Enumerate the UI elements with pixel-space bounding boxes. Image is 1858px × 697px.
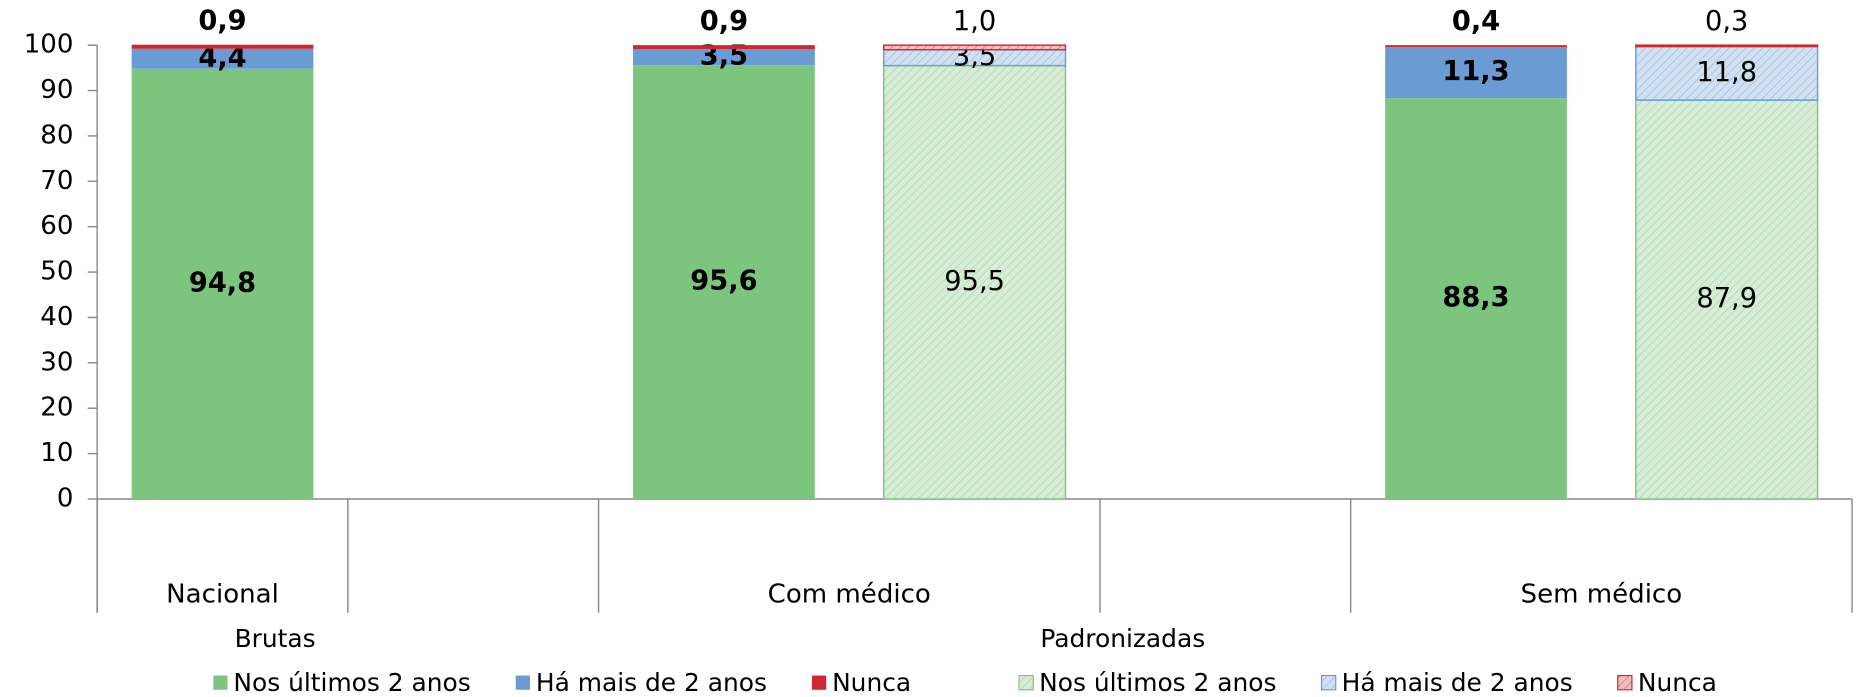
data-label: 1,0 <box>953 6 996 37</box>
legend-swatch <box>1018 674 1034 691</box>
bar-segment <box>131 48 314 69</box>
data-label: 0,4 <box>1452 6 1500 37</box>
legend-label: Nunca <box>832 668 911 697</box>
bar-segment <box>131 68 314 499</box>
bar-segment <box>633 49 815 66</box>
x-category-label: Sem médico <box>1521 579 1683 609</box>
legend-group-title: Padronizadas <box>1040 624 1205 653</box>
y-tick-label: 70 <box>40 166 73 196</box>
y-tick-label: 50 <box>40 257 73 287</box>
y-tick-label: 30 <box>40 347 73 377</box>
legend-swatch <box>811 675 827 690</box>
data-label: 0,3 <box>1705 6 1748 37</box>
legend-swatch <box>1617 674 1633 691</box>
x-category-label: Nacional <box>166 579 279 609</box>
data-label: 11,8 <box>1696 57 1757 88</box>
data-label: 11,3 <box>1442 56 1509 87</box>
bar-segment <box>883 44 1067 51</box>
y-tick-label: 20 <box>40 393 73 423</box>
legend-group-title: Brutas <box>235 624 316 653</box>
legend-label: Nunca <box>1638 668 1717 697</box>
legend-swatch <box>213 675 228 690</box>
legend-swatch <box>1320 674 1337 691</box>
y-tick-label: 10 <box>40 438 73 468</box>
y-tick-label: 0 <box>57 483 74 513</box>
bar-segment <box>1385 98 1567 499</box>
data-label: 94,8 <box>189 267 256 298</box>
bar-segment <box>1385 46 1567 99</box>
legend-label: Há mais de 2 anos <box>536 668 767 697</box>
legend-swatch <box>515 675 530 690</box>
bar-segment <box>883 64 1067 500</box>
y-tick-label: 80 <box>40 120 73 150</box>
bar-segment <box>1635 44 1819 48</box>
data-label: 0,9 <box>198 6 246 37</box>
legend-label: Há mais de 2 anos <box>1342 668 1573 697</box>
data-label: 95,5 <box>944 266 1005 297</box>
y-tick-label: 60 <box>40 211 73 241</box>
data-label: 88,3 <box>1442 282 1509 313</box>
data-label: 87,9 <box>1696 283 1757 314</box>
bar-segment <box>1635 45 1819 101</box>
data-label: 95,6 <box>690 266 757 297</box>
data-label: 0,9 <box>700 6 748 37</box>
legend-label: Nos últimos 2 anos <box>233 668 470 697</box>
legend-label: Nos últimos 2 anos <box>1039 668 1276 697</box>
y-tick-label: 40 <box>40 302 73 332</box>
bar-segment <box>1635 99 1819 500</box>
x-category-label: Com médico <box>768 579 931 609</box>
y-tick-label: 100 <box>24 30 74 60</box>
bar-segment <box>633 45 815 50</box>
bar-segment <box>1385 45 1567 47</box>
y-tick-label: 90 <box>40 75 73 105</box>
bar-segment <box>633 65 815 499</box>
bar-segment <box>131 44 314 49</box>
